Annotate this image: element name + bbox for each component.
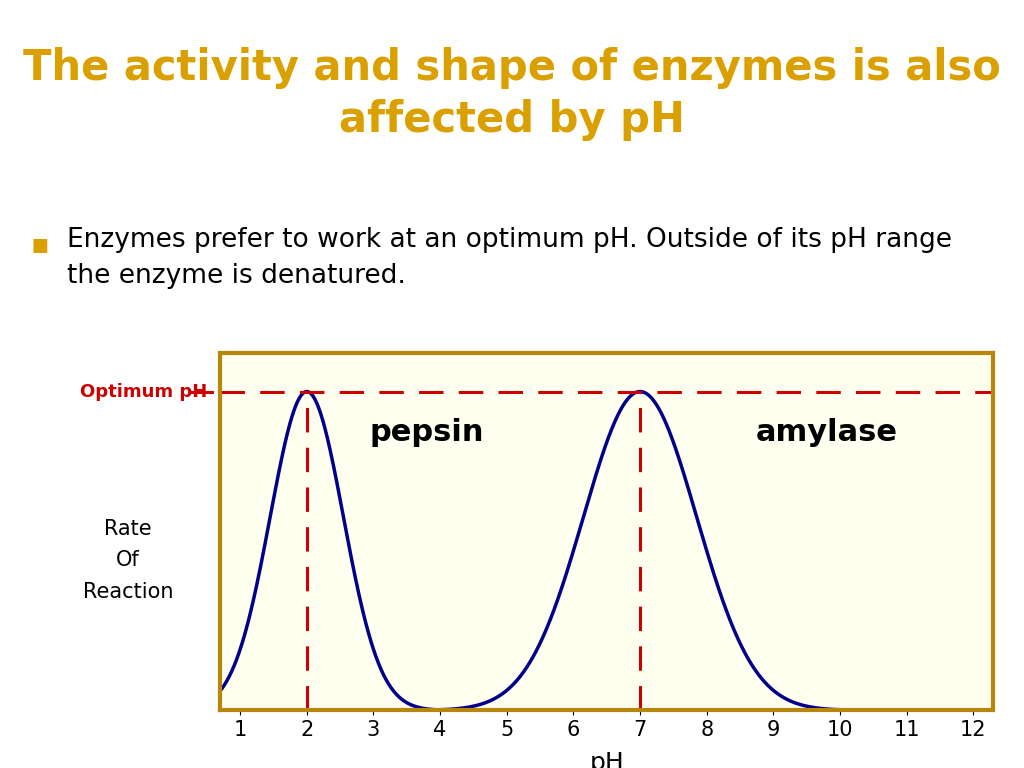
Text: pepsin: pepsin [370, 419, 484, 448]
Text: The activity and shape of enzymes is also
affected by pH: The activity and shape of enzymes is als… [24, 47, 1000, 141]
Text: amylase: amylase [756, 419, 898, 448]
Text: Optimum pH: Optimum pH [80, 382, 207, 401]
Text: Enzymes prefer to work at an optimum pH. Outside of its pH range
the enzyme is d: Enzymes prefer to work at an optimum pH.… [67, 227, 951, 289]
Text: Rate
Of
Reaction: Rate Of Reaction [83, 519, 173, 601]
X-axis label: pH: pH [590, 751, 624, 768]
Text: ▪: ▪ [31, 230, 49, 257]
